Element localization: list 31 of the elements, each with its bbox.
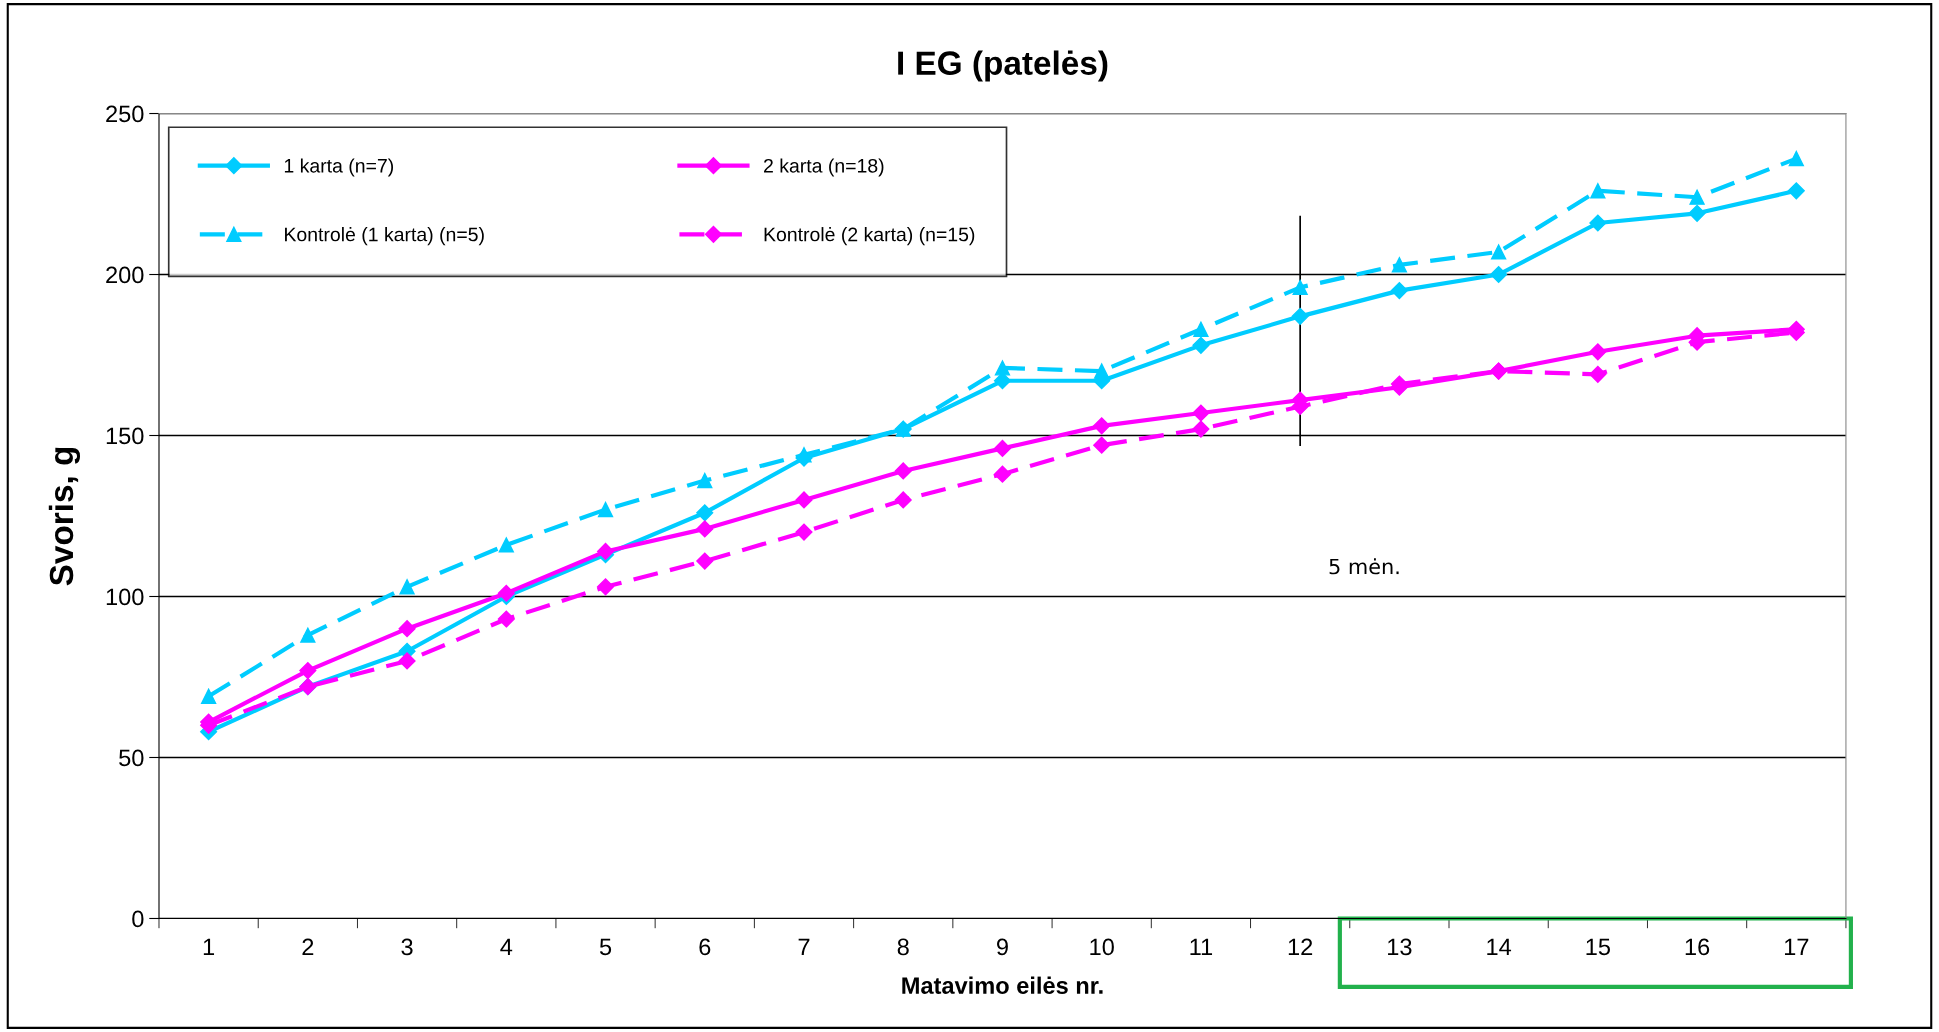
x-tick-label: 4 [500,938,513,956]
y-tick-label: 150 [106,427,144,445]
x-tick-label: 15 [1586,938,1610,956]
x-tick-label: 17 [1784,938,1809,956]
y-tick-label: 50 [119,749,144,767]
x-tick-label: 7 [798,938,810,956]
x-tick-label: 3 [401,938,413,956]
x-tick-label: 6 [699,938,711,956]
x-tick-label: 10 [1090,938,1114,956]
legend-label: Kontrolė (2 karta) (n=15) [764,227,975,246]
x-tick-label: 9 [997,938,1008,956]
y-tick-label: 0 [132,910,144,928]
x-tick-label: 2 [302,938,314,956]
x-tick-label: 5 [599,938,612,956]
x-tick-label: 1 [203,938,215,956]
x-tick-label: 8 [897,938,909,956]
x-tick-label: 11 [1190,938,1213,956]
x-tick-label: 14 [1487,938,1512,956]
x-tick-label: 13 [1388,938,1412,956]
y-axis-title: Svoris, g [48,447,81,586]
legend-label: Kontrolė (1 karta) (n=5) [285,227,484,246]
x-axis-title: Matavimo eilės nr. [902,976,1103,994]
annotation: 5 mėn. [1329,558,1399,575]
x-tick-label: 16 [1685,938,1710,956]
legend-label: 2 karta (n=18) [764,158,884,177]
y-tick-label: 100 [106,588,144,606]
legend-label: 1 karta (n=7) [284,158,394,177]
y-tick-label: 250 [106,105,144,123]
chart-title: I EG (patelės) [898,50,1108,82]
y-tick-label: 200 [106,266,144,284]
x-tick-label: 12 [1288,938,1313,956]
